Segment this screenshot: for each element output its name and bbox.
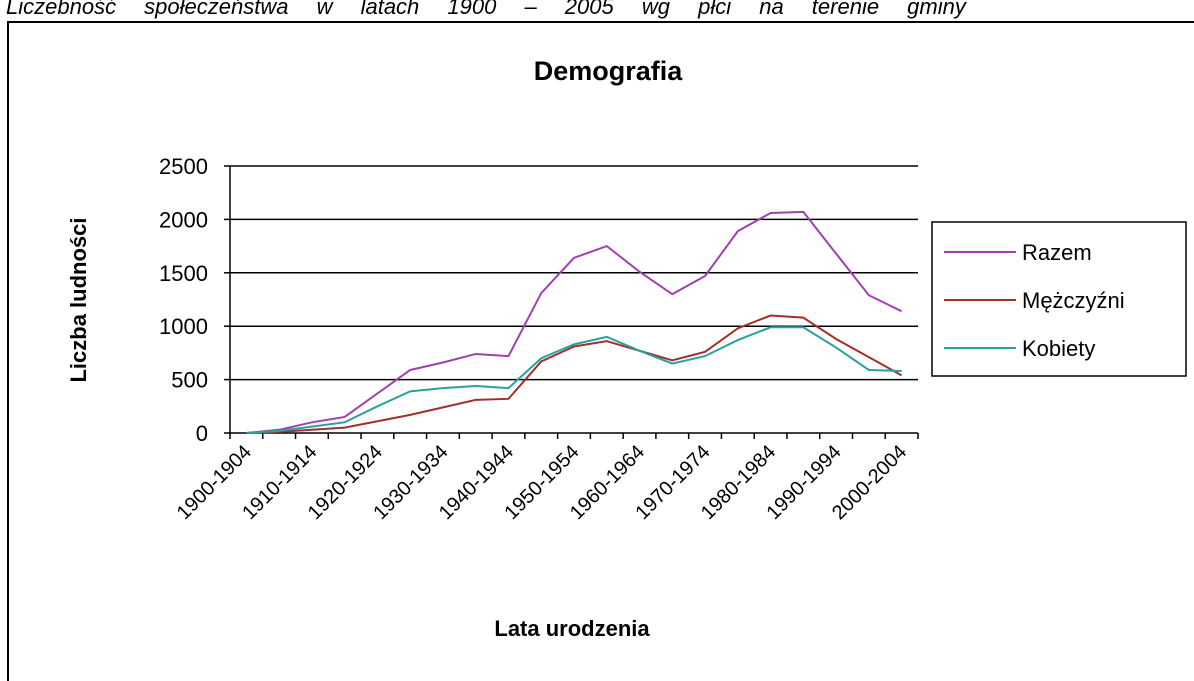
y-axis-label: Liczba ludności <box>66 217 91 382</box>
legend-label: Razem <box>1022 240 1092 265</box>
y-tick-label: 2000 <box>159 207 208 232</box>
y-tick-label: 1500 <box>159 261 208 286</box>
y-tick-label: 500 <box>171 368 208 393</box>
y-tick-label: 1000 <box>159 314 208 339</box>
series-line <box>246 314 903 434</box>
chart-title: Demografia <box>534 56 684 86</box>
y-tick-label: 0 <box>196 421 208 446</box>
y-tick-label: 2500 <box>159 154 208 179</box>
caption: Liczebność społeczeństwa w latach 1900 –… <box>6 0 966 19</box>
x-axis-label: Lata urodzenia <box>494 616 650 641</box>
legend-label: Mężczyźni <box>1022 288 1125 313</box>
series-line <box>246 326 902 434</box>
series-line <box>246 210 903 434</box>
chart-border <box>7 21 1194 681</box>
legend-label: Kobiety <box>1022 336 1095 361</box>
